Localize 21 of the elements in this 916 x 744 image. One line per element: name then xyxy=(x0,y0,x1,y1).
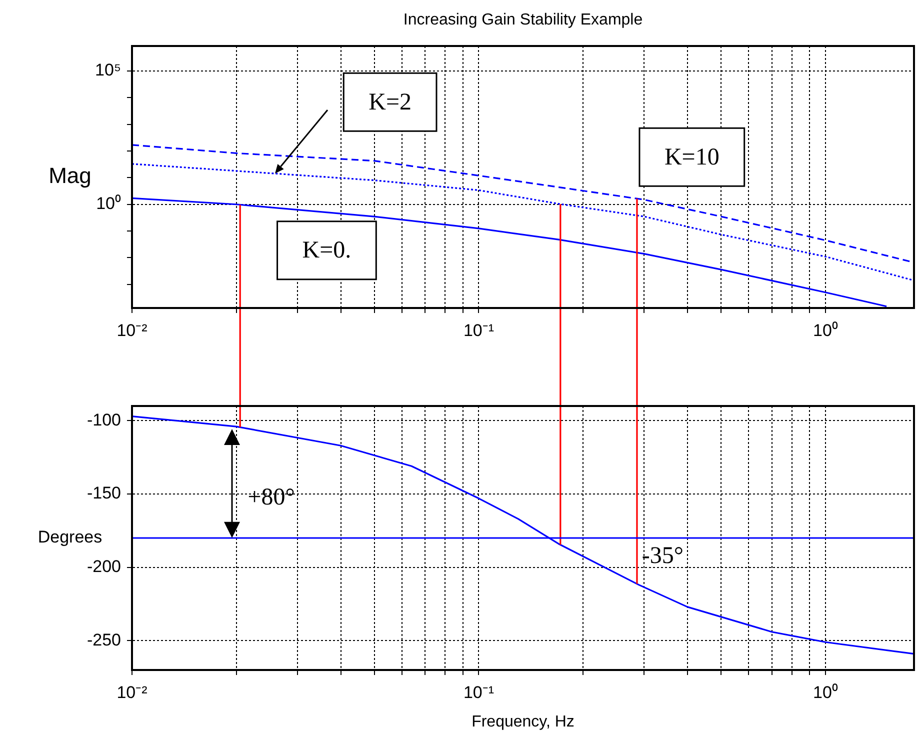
annotation: -35° xyxy=(642,542,684,569)
x-tick-label: 10⁻² xyxy=(116,320,148,340)
x-axis-title: Frequency, Hz xyxy=(472,713,574,730)
series-label: K=0. xyxy=(302,238,352,264)
y-axis-title: Degrees xyxy=(38,528,102,547)
x-tick-label: 10⁻² xyxy=(116,682,148,702)
annotation: K=2 xyxy=(368,89,412,116)
x-tick-label: 10⁰ xyxy=(813,320,838,340)
x-tick-label: 10⁻¹ xyxy=(463,320,494,340)
x-tick-label: 10⁻¹ xyxy=(463,682,494,702)
chart-title: Increasing Gain Stability Example xyxy=(403,11,643,28)
y-tick-label: 10⁵ xyxy=(95,60,121,80)
y-tick-label: 10⁰ xyxy=(96,194,121,214)
y-tick-label: -250 xyxy=(86,630,121,650)
y-tick-label: -100 xyxy=(86,410,121,430)
y-tick-label: -200 xyxy=(86,557,121,576)
y-tick-label: -150 xyxy=(86,484,121,503)
x-tick-label: 10⁰ xyxy=(813,682,838,702)
annotation: +80° xyxy=(248,484,295,511)
y-axis-title: Mag xyxy=(48,163,92,188)
series-label: K=10 xyxy=(664,144,720,170)
